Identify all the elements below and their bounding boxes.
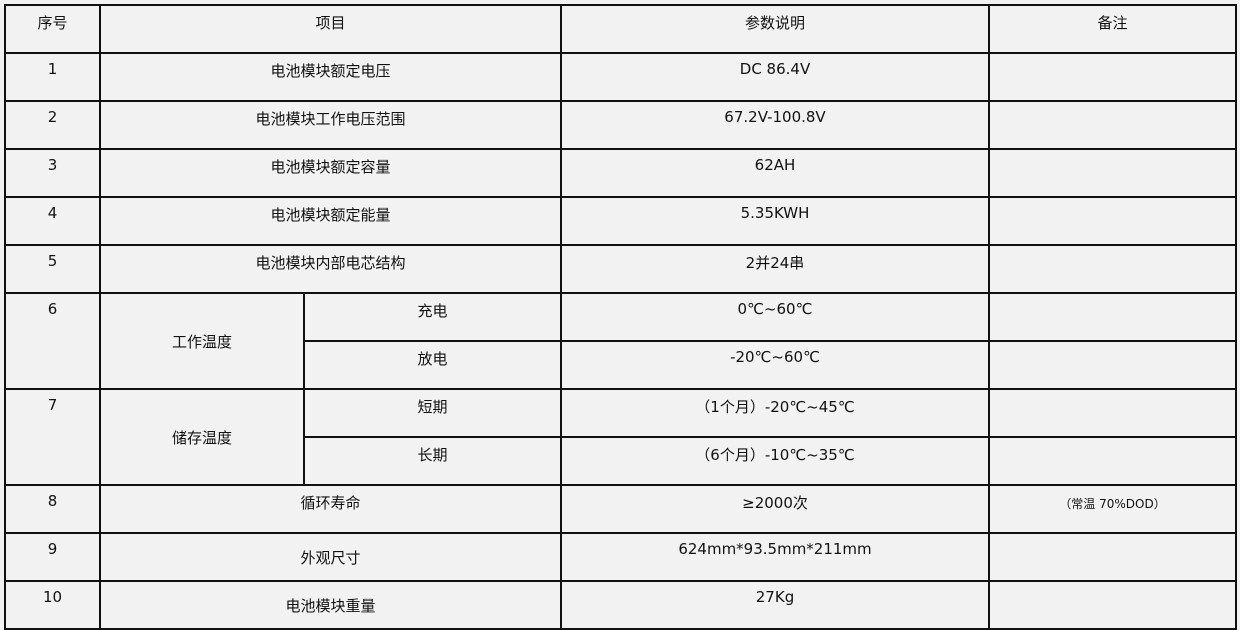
cell-note [988,100,1237,150]
cell-param: ≥2000次 [560,484,990,534]
cell-item: 电池模块工作电压范围 [99,100,562,150]
cell-note [988,148,1237,198]
cell-no: 3 [4,148,101,198]
cell-param: 0℃~60℃ [560,292,990,342]
table-row: 放电 -20℃~60℃ [5,340,1237,390]
table-header-row: 序号 项目 参数说明 备注 [4,4,1237,54]
cell-param: 5.35KWH [560,196,990,246]
table-row: 1 电池模块额定电压 DC 86.4V [4,52,1237,102]
cell-no: 10 [4,580,101,630]
cell-no: 8 [4,484,101,534]
cell-note [988,244,1237,294]
table-row: 8 循环寿命 ≥2000次 （常温 70%DOD） [4,484,1237,534]
cell-note [988,580,1237,630]
table-row: 6 工作温度 充电 0℃~60℃ [4,292,1237,390]
cell-subitem: 长期 [303,436,562,486]
cell-no: 5 [4,244,101,294]
cell-item: 电池模块额定电压 [99,52,562,102]
cell-param: （6个月）-10℃~35℃ [560,436,990,486]
cell-note [988,52,1237,102]
cell-subitem: 短期 [303,388,562,438]
spec-table: 序号 项目 参数说明 备注 1 电池模块额定电压 DC 86.4V 2 电池模块… [4,4,1237,630]
cell-param: DC 86.4V [560,52,990,102]
header-item: 项目 [99,4,562,54]
table-row: 9 外观尺寸 624mm*93.5mm*211mm [4,532,1237,582]
header-no: 序号 [4,4,101,54]
table-row: 4 电池模块额定能量 5.35KWH [4,196,1237,246]
cell-item: 储存温度 [99,388,305,486]
table-row: 2 电池模块工作电压范围 67.2V-100.8V [4,100,1237,150]
cell-item: 电池模块重量 [99,580,562,630]
cell-item: 循环寿命 [99,484,562,534]
cell-item: 外观尺寸 [99,532,562,582]
cell-item: 电池模块内部电芯结构 [99,244,562,294]
cell-note [988,532,1237,582]
cell-param: 62AH [560,148,990,198]
cell-note [988,436,1237,486]
cell-no: 6 [4,292,101,390]
cell-no: 4 [4,196,101,246]
cell-note [988,196,1237,246]
table-row: 5 电池模块内部电芯结构 2并24串 [4,244,1237,294]
cell-param: （1个月）-20℃~45℃ [560,388,990,438]
cell-param: 2并24串 [560,244,990,294]
cell-item: 工作温度 [99,292,305,390]
cell-no: 2 [4,100,101,150]
cell-no: 9 [4,532,101,582]
table-row: 3 电池模块额定容量 62AH [4,148,1237,198]
cell-no: 1 [4,52,101,102]
cell-param: 67.2V-100.8V [560,100,990,150]
cell-note [988,292,1237,342]
cell-param: 27Kg [560,580,990,630]
cell-note [988,340,1237,390]
header-param: 参数说明 [560,4,990,54]
header-note: 备注 [988,4,1237,54]
cell-item: 电池模块额定容量 [99,148,562,198]
cell-note [988,388,1237,438]
cell-subitem: 充电 [303,292,562,342]
cell-note: （常温 70%DOD） [988,484,1237,534]
cell-param: 624mm*93.5mm*211mm [560,532,990,582]
table-row: 7 储存温度 短期 （1个月）-20℃~45℃ [4,388,1237,486]
cell-item: 电池模块额定能量 [99,196,562,246]
cell-subitem: 放电 [303,340,562,390]
cell-param: -20℃~60℃ [560,340,990,390]
cell-no: 7 [4,388,101,486]
table-row: 长期 （6个月）-10℃~35℃ [5,436,1237,486]
table-row: 10 电池模块重量 27Kg [4,580,1237,630]
